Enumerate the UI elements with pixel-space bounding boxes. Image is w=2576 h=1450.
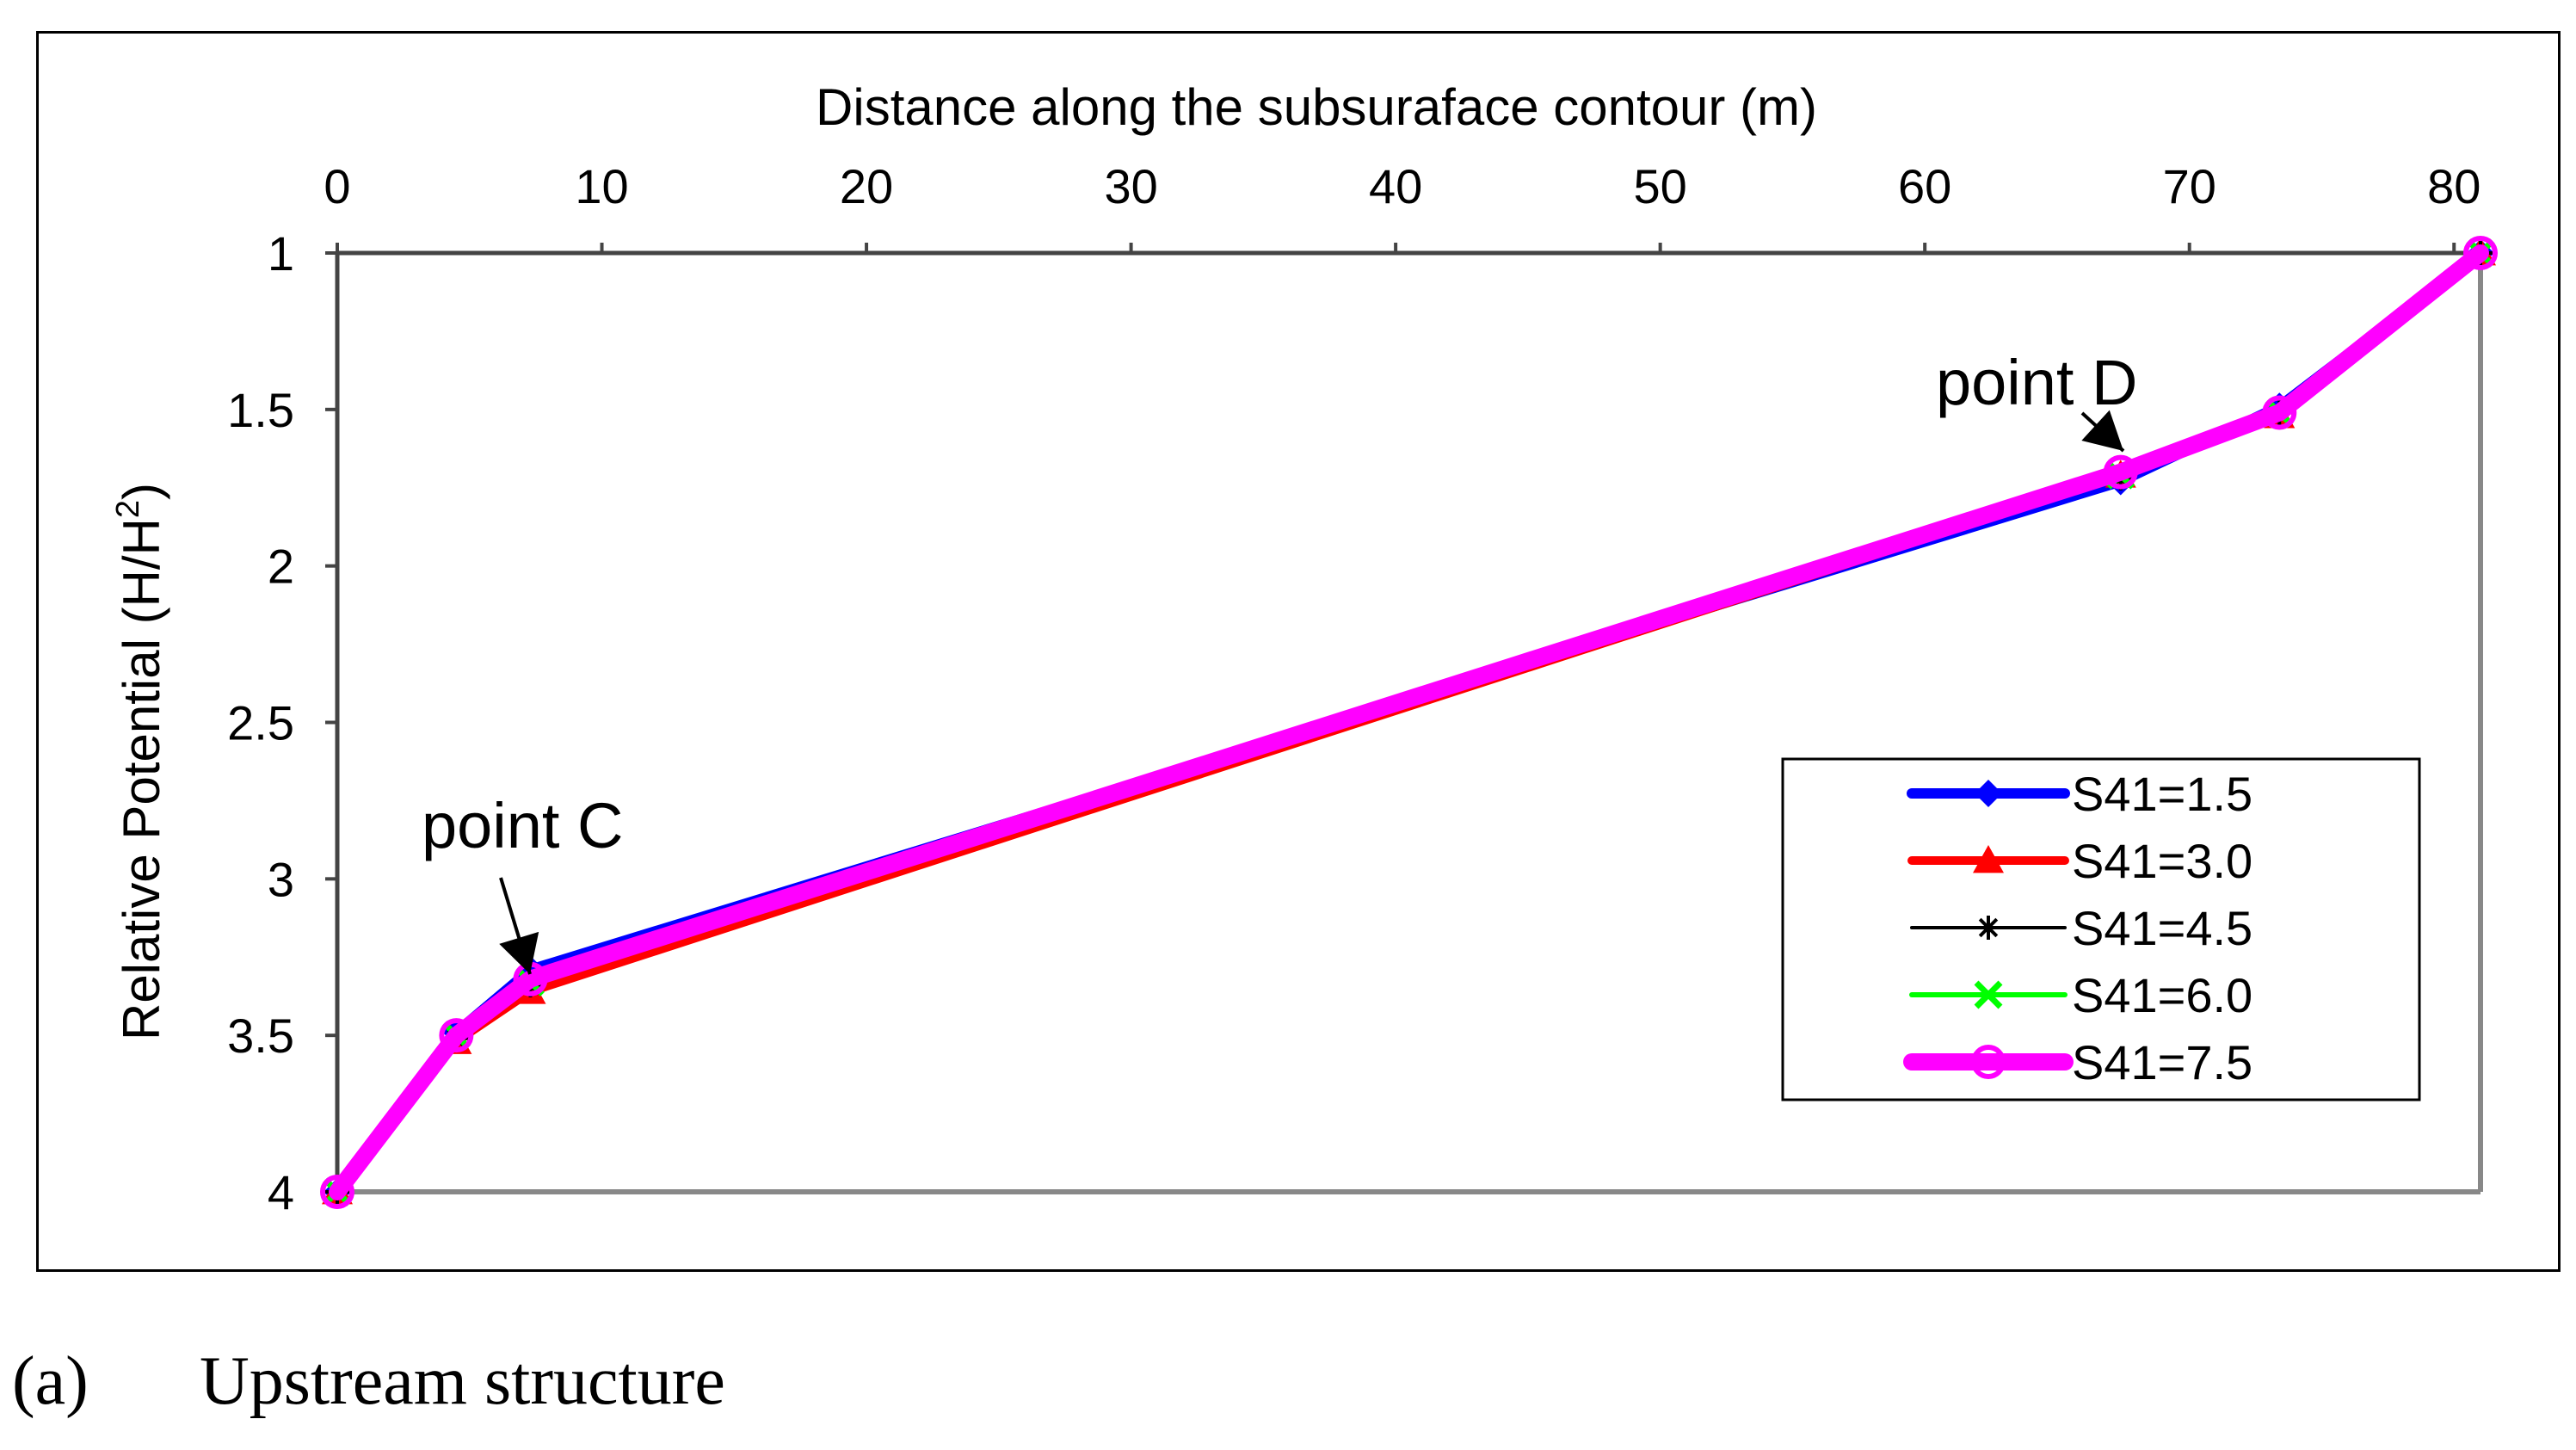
y-tick-label: 3.5 xyxy=(227,1009,294,1063)
y-tick-label: 1.5 xyxy=(227,383,294,437)
series-marker xyxy=(1974,980,2003,1009)
x-tick-label: 50 xyxy=(1634,159,1687,213)
legend-entry: S41=1.5 xyxy=(1907,767,2252,821)
legend-label: S41=6.0 xyxy=(2072,968,2252,1022)
y-axis-title-end: ) xyxy=(113,483,170,500)
legend-entry: S41=6.0 xyxy=(1909,968,2252,1022)
legend: S41=1.5 S41=3.0 S41=4.5 S41=6.0 S41=7.5 xyxy=(1781,757,2421,1101)
series-marker xyxy=(439,1018,474,1053)
y-tick-label: 1 xyxy=(268,226,294,281)
legend-label: S41=7.5 xyxy=(2072,1035,2252,1089)
series-marker xyxy=(2463,236,2498,270)
legend-entry: S41=7.5 xyxy=(1903,1035,2252,1089)
x-tick-label: 80 xyxy=(2427,159,2480,213)
annotation-point-c: point C xyxy=(422,790,623,975)
series-marker xyxy=(320,1175,354,1209)
plot-area-layer: 0 10 20 30 40 50 60 70 80 1 1.5 2 2.5 3 3.5 4 xyxy=(227,159,2483,1219)
series-marker xyxy=(1975,780,2002,807)
legend-label: S41=4.5 xyxy=(2072,901,2252,955)
series-layer xyxy=(320,236,2498,1209)
legend-entry: S41=4.5 xyxy=(1910,901,2252,955)
annotation-point-d: point D xyxy=(1936,347,2137,453)
y-tick-label: 2 xyxy=(268,540,294,594)
y-axis-title-main: Relative Potential (H/H xyxy=(113,518,170,1040)
y-tick-label: 4 xyxy=(268,1165,294,1219)
series-marker xyxy=(1973,845,2004,873)
caption-label: (a) xyxy=(12,1343,89,1419)
series-marker xyxy=(1971,1045,2006,1079)
series-marker xyxy=(2103,454,2138,490)
x-tick-label: 60 xyxy=(1898,159,1951,213)
chart-frame xyxy=(36,31,2561,1272)
legend-entry: S41=3.0 xyxy=(1907,834,2252,888)
y-axis-title-sup: 2 xyxy=(110,500,146,518)
series-line xyxy=(329,244,2489,1200)
annotation-label: point C xyxy=(422,790,623,861)
legend-label: S41=3.0 xyxy=(2072,834,2252,888)
annotation-arrow-head xyxy=(2081,410,2123,451)
x-tick-label: 10 xyxy=(575,159,628,213)
x-tick-label: 40 xyxy=(1369,159,1422,213)
series-marker xyxy=(1976,916,2000,940)
x-tick-label: 70 xyxy=(2163,159,2216,213)
legend-label: S41=1.5 xyxy=(2072,767,2252,821)
x-tick-label: 20 xyxy=(840,159,893,213)
x-tick-label: 0 xyxy=(324,159,350,213)
y-axis-title: Relative Potential (H/H2) xyxy=(110,483,170,1040)
legend-box xyxy=(1781,757,2421,1101)
series-marker xyxy=(2262,395,2297,430)
figure-caption: (a) Upstream structure xyxy=(0,1342,2576,1437)
y-tick-label: 2.5 xyxy=(227,696,294,750)
x-tick-label: 30 xyxy=(1104,159,1157,213)
y-tick-label: 3 xyxy=(268,852,294,906)
annotation-layer: point C point D xyxy=(422,347,2137,975)
caption-text: Upstream structure xyxy=(200,1343,725,1419)
annotation-label: point D xyxy=(1936,347,2137,418)
series-s41-7-5 xyxy=(320,236,2498,1209)
annotation-arrow-head xyxy=(499,931,539,974)
x-axis-title: Distance along the subsuraface contour (… xyxy=(816,78,1817,136)
